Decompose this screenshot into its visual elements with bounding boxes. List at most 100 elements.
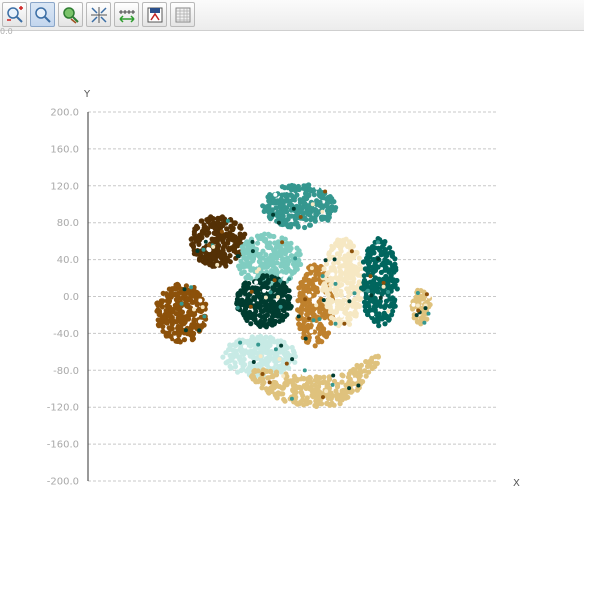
data-point <box>414 313 419 318</box>
data-point <box>342 387 348 393</box>
data-point <box>309 266 314 271</box>
data-point <box>374 303 380 309</box>
data-point <box>262 307 268 313</box>
data-point <box>166 312 172 318</box>
data-point <box>268 257 275 263</box>
data-point <box>266 206 272 212</box>
data-point <box>295 307 301 313</box>
data-point <box>356 378 362 384</box>
data-point <box>228 223 234 229</box>
data-point <box>342 321 347 326</box>
data-point <box>392 256 398 262</box>
data-point <box>273 212 279 218</box>
data-point <box>248 304 253 309</box>
zoom-in-out-button[interactable] <box>2 2 27 27</box>
data-point <box>340 276 346 283</box>
data-point <box>281 374 286 378</box>
data-point <box>176 332 182 338</box>
data-point <box>339 372 345 378</box>
data-point <box>250 254 256 260</box>
data-point <box>211 236 217 243</box>
y-tick-labels: 200.0 160.0 120.0 80.0 40.0 0.0 -40.0 -80.0 -120… <box>47 108 79 488</box>
data-point <box>159 319 165 325</box>
data-point <box>275 305 280 310</box>
data-point <box>268 388 274 394</box>
data-point <box>292 187 298 194</box>
data-point <box>250 239 255 244</box>
data-point <box>283 217 289 223</box>
data-point <box>185 290 192 296</box>
data-point <box>303 336 308 341</box>
data-point <box>300 283 306 289</box>
data-point <box>316 209 322 215</box>
data-point <box>268 369 274 375</box>
axis-settings-button[interactable] <box>114 2 139 27</box>
data-point <box>254 280 259 285</box>
data-point <box>387 245 393 251</box>
data-point <box>313 288 319 294</box>
data-point <box>223 360 229 366</box>
data-point <box>236 263 242 269</box>
zoom-button[interactable] <box>30 2 55 27</box>
fit-axes-button[interactable] <box>86 2 111 27</box>
data-point <box>239 357 245 363</box>
data-point <box>333 275 340 281</box>
data-point <box>378 303 384 309</box>
data-point <box>282 210 287 214</box>
data-point <box>255 350 261 356</box>
data-point <box>310 303 316 309</box>
data-point <box>239 349 245 355</box>
data-point <box>347 311 353 317</box>
data-point <box>385 281 391 287</box>
data-point <box>280 214 286 220</box>
data-point <box>248 321 254 327</box>
data-point <box>324 202 330 208</box>
x-axis-title: X <box>513 478 520 489</box>
data-point <box>267 214 273 220</box>
data-point <box>262 349 268 355</box>
data-point <box>263 386 269 392</box>
data-point <box>278 263 284 269</box>
y-axis-title: Y <box>83 89 91 100</box>
data-point <box>305 182 311 188</box>
data-point <box>375 236 381 242</box>
data-point <box>388 276 394 282</box>
zoom-reset-button[interactable] <box>58 2 83 27</box>
data-point <box>328 320 334 326</box>
data-point <box>266 197 272 203</box>
data-point <box>329 207 335 214</box>
data-point <box>251 360 256 364</box>
data-point <box>330 272 335 277</box>
data-point <box>263 252 269 258</box>
data-point <box>323 261 330 267</box>
data-point <box>321 266 327 272</box>
data-point <box>258 333 264 339</box>
export-icon <box>147 7 163 23</box>
data-point <box>267 380 272 385</box>
data-point <box>215 246 221 252</box>
data-point <box>306 277 312 284</box>
y-tick-label: -80.0 <box>53 366 79 377</box>
data-point <box>319 391 325 397</box>
data-point <box>386 290 390 294</box>
table-view-button[interactable] <box>170 2 195 27</box>
data-point <box>311 318 316 323</box>
data-point <box>303 217 309 223</box>
data-point <box>312 343 318 349</box>
data-point <box>203 239 208 244</box>
export-button[interactable] <box>142 2 167 27</box>
data-point <box>246 349 252 355</box>
data-point <box>218 216 224 222</box>
data-point <box>256 267 261 272</box>
data-point <box>381 241 387 247</box>
data-point <box>284 361 289 366</box>
data-point <box>278 349 284 355</box>
data-point <box>349 249 354 254</box>
data-point <box>284 245 290 251</box>
y-tick-label: 160.0 <box>50 144 79 155</box>
data-point <box>296 248 302 254</box>
data-point <box>339 263 345 269</box>
data-point <box>317 199 323 205</box>
data-point <box>193 235 199 241</box>
